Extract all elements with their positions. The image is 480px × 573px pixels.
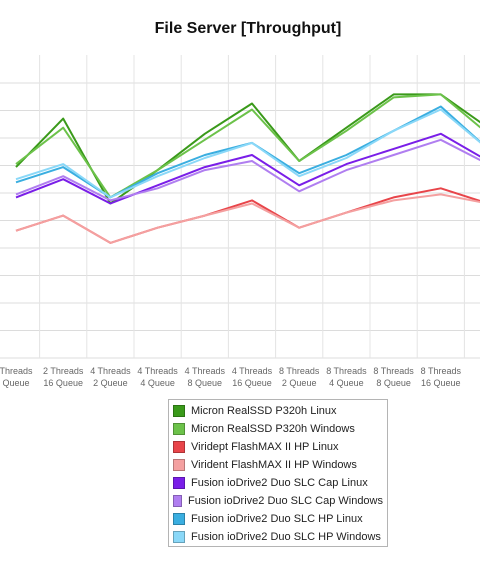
series-line-3: [15, 187, 480, 244]
series-line-2: [15, 93, 480, 199]
legend-label: Fusion ioDrive2 Duo SLC Cap Linux: [191, 477, 368, 489]
legend-item[interactable]: Viridept FlashMAX II HP Linux: [173, 438, 383, 456]
series-line-7: [15, 105, 480, 199]
legend-label: Fusion ioDrive2 Duo SLC HP Windows: [191, 531, 381, 543]
legend-swatch: [173, 441, 185, 453]
x-tick-label: 2 Threads 16 Queue: [43, 366, 84, 388]
gridlines: [0, 55, 480, 359]
legend-label: Micron RealSSD P320h Linux: [191, 405, 337, 417]
line-chart: Threads Queue 2 Threads 16 Queue 4 Threads 2 …: [0, 55, 480, 388]
legend-swatch: [173, 423, 185, 435]
legend-item[interactable]: Fusion ioDrive2 Duo SLC HP Linux: [173, 510, 383, 528]
legend-item[interactable]: Fusion ioDrive2 Duo SLC HP Windows: [173, 528, 383, 546]
series-lines: [15, 93, 480, 244]
legend-swatch: [173, 459, 185, 471]
chart-title: File Server [Throughput]: [154, 20, 342, 37]
legend-swatch: [173, 405, 185, 417]
legend-label: Virident FlashMAX II HP Windows: [191, 459, 357, 471]
x-tick-label: 4 Threads 4 Queue: [137, 366, 178, 388]
legend: Micron RealSSD P320h Linux Micron RealSSD…: [168, 399, 388, 547]
x-tick-labels: Threads Queue 2 Threads 16 Queue 4 Threads 2 …: [0, 366, 462, 388]
legend-item[interactable]: Micron RealSSD P320h Linux: [173, 402, 383, 420]
legend-item[interactable]: Micron RealSSD P320h Windows: [173, 420, 383, 438]
x-tick-label: 8 Threads 16 Queue: [421, 366, 462, 388]
legend-item[interactable]: Fusion ioDrive2 Duo SLC Cap Linux: [173, 474, 383, 492]
legend-label: Micron RealSSD P320h Windows: [191, 423, 355, 435]
series-line-4: [15, 193, 480, 244]
x-tick-label: 4 Threads 8 Queue: [185, 366, 226, 388]
x-tick-label: 8 Threads 8 Queue: [373, 366, 414, 388]
x-tick-label: 4 Threads 2 Queue: [90, 366, 131, 388]
legend-item[interactable]: Virident FlashMAX II HP Windows: [173, 456, 383, 474]
legend-label: Fusion ioDrive2 Duo SLC HP Linux: [191, 513, 363, 525]
legend-item[interactable]: Fusion ioDrive2 Duo SLC Cap Windows: [173, 492, 383, 510]
legend-swatch: [173, 531, 185, 543]
legend-label: Viridept FlashMAX II HP Linux: [191, 441, 339, 453]
x-tick-label: Threads Queue: [0, 366, 33, 388]
legend-swatch: [173, 495, 182, 507]
series-line-8: [15, 108, 480, 199]
series-line-5: [15, 132, 480, 205]
legend-label: Fusion ioDrive2 Duo SLC Cap Windows: [187, 495, 383, 507]
x-tick-label: 8 Threads 4 Queue: [326, 366, 367, 388]
x-tick-label: 8 Threads 2 Queue: [279, 366, 320, 388]
legend-swatch: [173, 477, 185, 489]
x-tick-label: 4 Threads 16 Queue: [232, 366, 273, 388]
legend-swatch: [173, 513, 185, 525]
series-line-6: [15, 138, 480, 202]
